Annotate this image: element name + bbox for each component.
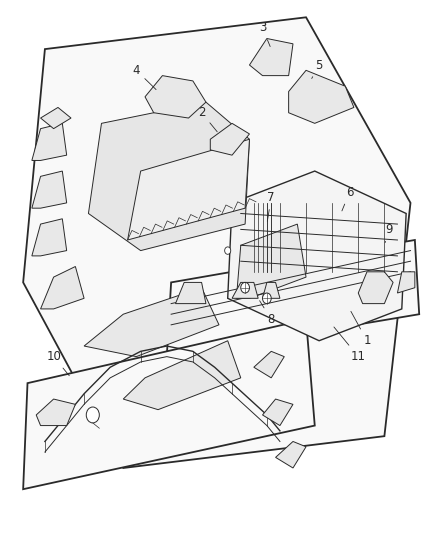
Circle shape bbox=[225, 247, 231, 254]
Text: 5: 5 bbox=[312, 59, 323, 78]
Polygon shape bbox=[32, 219, 67, 256]
Text: 10: 10 bbox=[46, 350, 69, 376]
Polygon shape bbox=[358, 272, 393, 304]
Text: 9: 9 bbox=[385, 223, 392, 243]
Polygon shape bbox=[397, 272, 415, 293]
Polygon shape bbox=[262, 399, 293, 425]
Text: 1: 1 bbox=[351, 311, 371, 347]
Text: 4: 4 bbox=[133, 64, 156, 90]
Polygon shape bbox=[289, 70, 354, 123]
Polygon shape bbox=[88, 102, 250, 251]
Text: 6: 6 bbox=[342, 186, 353, 211]
Polygon shape bbox=[123, 341, 241, 410]
Text: 2: 2 bbox=[198, 106, 217, 132]
Text: 7: 7 bbox=[267, 191, 275, 221]
Polygon shape bbox=[145, 76, 206, 118]
Polygon shape bbox=[262, 282, 280, 298]
Circle shape bbox=[262, 293, 271, 304]
Polygon shape bbox=[23, 319, 315, 489]
Polygon shape bbox=[23, 17, 410, 468]
Polygon shape bbox=[232, 282, 258, 298]
Text: 8: 8 bbox=[260, 301, 275, 326]
Polygon shape bbox=[32, 123, 67, 160]
Polygon shape bbox=[41, 266, 84, 309]
Polygon shape bbox=[32, 171, 67, 208]
Polygon shape bbox=[254, 351, 284, 378]
Circle shape bbox=[86, 407, 99, 423]
Polygon shape bbox=[228, 171, 406, 341]
Polygon shape bbox=[237, 224, 306, 298]
Polygon shape bbox=[276, 441, 306, 468]
Polygon shape bbox=[210, 123, 250, 155]
Polygon shape bbox=[36, 399, 75, 425]
Polygon shape bbox=[250, 38, 293, 76]
Polygon shape bbox=[167, 240, 419, 357]
Polygon shape bbox=[127, 139, 250, 240]
Polygon shape bbox=[176, 282, 206, 304]
Polygon shape bbox=[84, 288, 219, 357]
Text: 11: 11 bbox=[334, 327, 366, 363]
Circle shape bbox=[241, 282, 250, 293]
Text: 3: 3 bbox=[259, 21, 270, 46]
Polygon shape bbox=[41, 108, 71, 128]
